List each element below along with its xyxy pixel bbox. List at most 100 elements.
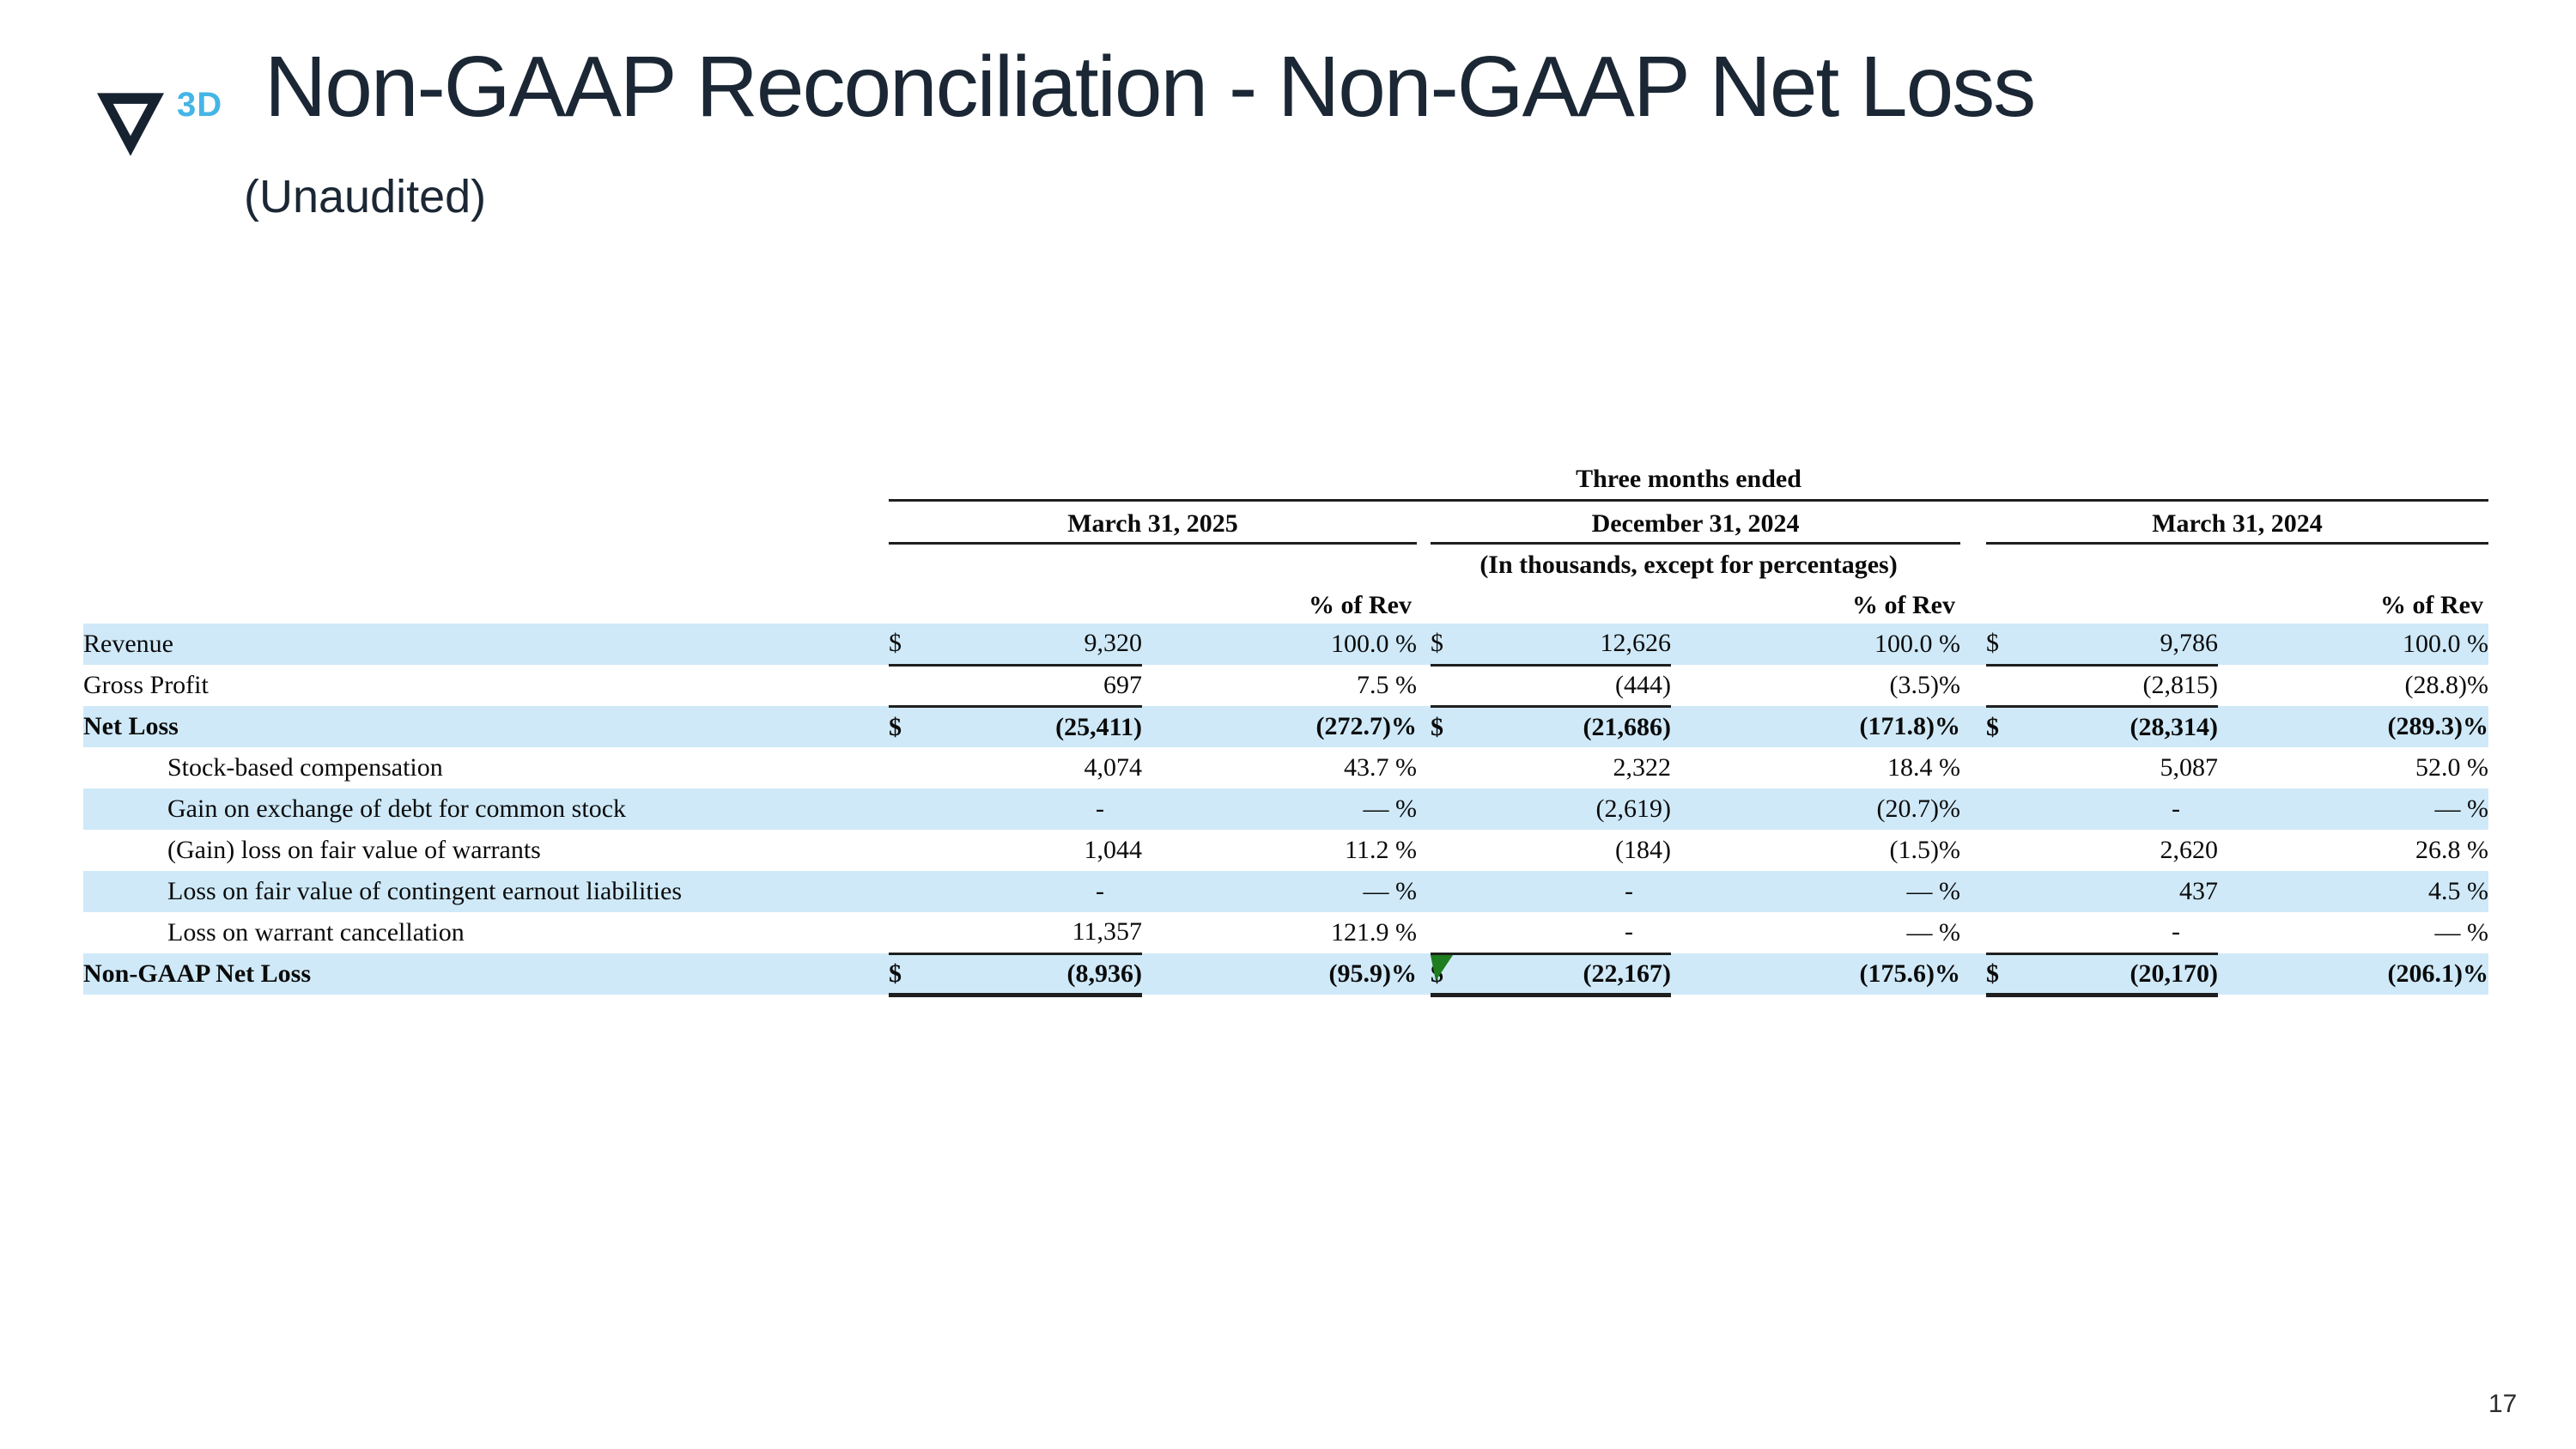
unit-note: (In thousands, except for percentages) (1479, 550, 1898, 579)
row-label: Gross Profit (83, 671, 209, 699)
table-period-header-row: March 31, 2025 December 31, 2024 March 3… (83, 500, 2489, 545)
header-spacer (83, 586, 889, 624)
financial-table: Three months ended March 31, 2025 Decemb… (83, 454, 2489, 997)
period-header: March 31, 2024 (1986, 500, 2489, 545)
column-gap (1960, 788, 1986, 830)
cell-pct: 100.0 % (2218, 624, 2489, 665)
column-gap (1417, 953, 1431, 995)
cell-pct: 100.0 % (1142, 624, 1417, 665)
cell-amount: (20,170) (2033, 953, 2218, 997)
cell-dollar (889, 912, 936, 955)
pct-of-rev-header: % of Rev (1309, 591, 1412, 619)
cell-dollar-with-comment: $ (1431, 953, 1478, 997)
cell-dollar (1986, 788, 2033, 830)
table-row-revenue: Revenue $ 9,320 100.0 % $ 12,626 100.0 %… (83, 624, 2489, 667)
column-gap (1960, 500, 1986, 543)
cell-amount: 437 (2033, 871, 2218, 912)
cell-amount: (21,686) (1478, 706, 1671, 747)
column-gap (1960, 586, 1986, 624)
cell-pct: 11.2 % (1345, 836, 1417, 864)
table-row-non-gaap-net-loss: Non-GAAP Net Loss $ (8,936) (95.9)% $ (2… (83, 953, 2489, 997)
cell-amount: - (1478, 871, 1671, 912)
cell-dollar (1431, 871, 1478, 912)
cell-amount: 11,357 (936, 912, 1142, 955)
pct-of-rev-header: % of Rev (2380, 591, 2484, 619)
column-gap (1960, 912, 1986, 953)
column-gap (1960, 706, 1986, 747)
cell-amount: 2,620 (2160, 836, 2219, 864)
company-logo-triangle-icon (97, 93, 164, 156)
column-gap (1417, 871, 1431, 912)
cell-pct: (28.8)% (2404, 671, 2489, 699)
cell-dollar (889, 788, 936, 830)
page-number: 17 (2488, 1390, 2518, 1418)
column-gap (1960, 624, 1986, 665)
header-spacer (83, 543, 889, 586)
cell-amount: (25,411) (936, 706, 1142, 747)
header-spacer (83, 454, 889, 500)
cell-amount: - (2033, 912, 2218, 955)
comment-flag-icon (1431, 954, 1453, 981)
row-label: Net Loss (83, 706, 889, 747)
table-row-loss-warrant-cancellation: Loss on warrant cancellation 11,357 121.… (83, 912, 2489, 955)
cell-dollar: $ (1431, 706, 1478, 747)
cell-pct: (1.5)% (1889, 836, 1960, 864)
cell-dollar (1986, 830, 2033, 871)
cell-pct: (289.3)% (2218, 706, 2489, 747)
cell-dollar: $ (1431, 624, 1478, 667)
cell-dollar (1986, 871, 2033, 912)
cell-pct: 100.0 % (1671, 624, 1960, 665)
cell-amount: - (936, 871, 1142, 912)
cell-pct: (206.1)% (2218, 953, 2489, 995)
page-title: Non-GAAP Reconciliation - Non-GAAP Net L… (264, 39, 2036, 135)
row-label: Non-GAAP Net Loss (83, 953, 889, 995)
cell-dollar (1431, 788, 1478, 830)
cell-dollar (1431, 912, 1478, 955)
cell-amount: 697 (936, 665, 1142, 708)
cell-dollar: $ (1986, 624, 2033, 667)
column-gap (1960, 747, 1986, 788)
pct-of-rev-header: % of Rev (1852, 591, 1955, 619)
cell-pct: 4.5 % (2218, 871, 2489, 912)
cell-amount: 9,786 (2033, 624, 2218, 667)
cell-dollar: $ (1986, 706, 2033, 747)
cell-pct: — % (2218, 788, 2489, 830)
column-gap (1417, 586, 1431, 624)
cell-amount: 4,074 (1084, 753, 1143, 782)
cell-amount: (2,619) (1478, 788, 1671, 830)
column-gap (1417, 912, 1431, 953)
cell-pct: — % (2434, 918, 2489, 947)
period-header: December 31, 2024 (1431, 500, 1960, 545)
cell-dollar (889, 665, 936, 708)
table-unit-note-row: (In thousands, except for percentages) (83, 543, 2488, 586)
cell-dollar: $ (889, 624, 936, 667)
cell-pct: (272.7)% (1142, 706, 1417, 747)
column-gap (1960, 871, 1986, 912)
cell-pct: — % (1671, 871, 1960, 912)
column-gap (1960, 953, 1986, 995)
row-label: Loss on warrant cancellation (167, 918, 465, 947)
column-gap (1417, 624, 1431, 665)
cell-pct: (3.5)% (1889, 671, 1960, 699)
column-gap (1417, 788, 1431, 830)
page-subtitle: (Unaudited) (244, 171, 487, 222)
column-gap (1417, 830, 1431, 871)
cell-amount: (28,314) (2033, 706, 2218, 747)
cell-amount: (22,167) (1478, 953, 1671, 997)
table-pct-header-row: % of Rev % of Rev % of Rev (83, 586, 2488, 624)
column-gap (1417, 747, 1431, 788)
table-span-header-row: Three months ended (83, 454, 2489, 502)
table-row-loss-contingent-earnout: Loss on fair value of contingent earnout… (83, 871, 2489, 912)
cell-pct: 7.5 % (1357, 671, 1417, 699)
cell-pct: 52.0 % (2415, 753, 2489, 782)
column-gap (1417, 706, 1431, 747)
table-row-stock-based-compensation: Stock-based compensation 4,074 43.7 % 2,… (83, 747, 2488, 788)
cell-amount: - (1478, 912, 1671, 955)
row-label: (Gain) loss on fair value of warrants (167, 836, 541, 864)
cell-dollar: $ (889, 706, 936, 747)
cell-dollar (1431, 665, 1478, 708)
cell-pct: 43.7 % (1344, 753, 1417, 782)
column-gap (1960, 830, 1986, 871)
cell-amount: 12,626 (1478, 624, 1671, 667)
